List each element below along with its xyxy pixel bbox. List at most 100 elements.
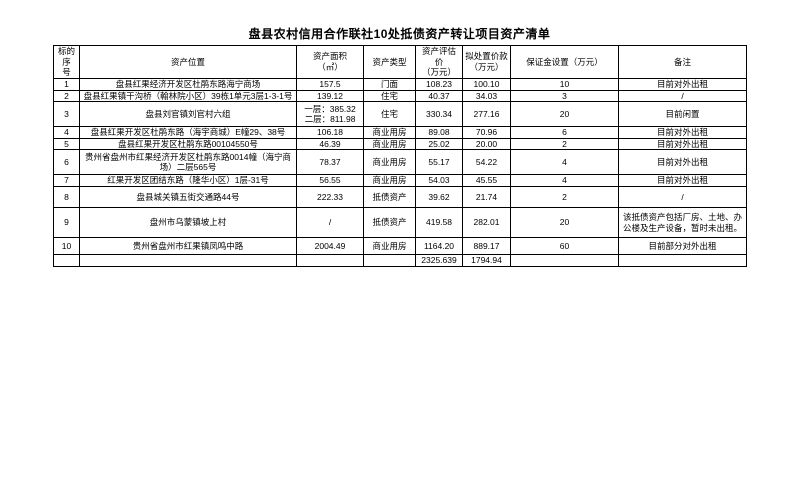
- table-cell: [363, 254, 416, 267]
- table-cell: [618, 254, 747, 267]
- table-cell: 20.00: [462, 137, 511, 151]
- column-header: 资产评估价 （万元）: [415, 45, 463, 79]
- table-cell: 抵债资产: [363, 207, 416, 238]
- table-cell: 4: [510, 174, 619, 187]
- table-cell: /: [296, 207, 364, 238]
- table-cell: 抵债资产: [363, 186, 416, 208]
- table-cell: 盘州市乌蒙镇坡上村: [79, 207, 297, 238]
- table-cell: 419.58: [415, 207, 463, 238]
- table-row: 9 盘州市乌蒙镇坡上村 / 抵债资产 419.58 282.01 20 该抵债资产包括厂房、土…: [53, 207, 747, 238]
- table-cell: 6: [53, 149, 80, 176]
- table-cell: 60: [510, 237, 619, 255]
- table-cell: 34.03: [462, 89, 511, 103]
- total-row: 2325.639 1794.94: [53, 254, 747, 267]
- table-cell: 一层：385.32 二层：811.98: [296, 101, 364, 128]
- table-cell: 222.33: [296, 186, 364, 208]
- column-header: 资产位置: [79, 45, 297, 79]
- table-cell: 45.55: [462, 174, 511, 187]
- table-row: 10 贵州省盘州市红果镇凤鸣中路 2004.49 商业用房 1164.20 889.17 6…: [53, 237, 747, 255]
- table-row: 标的序 号资产位置 资产面积 （㎡） 资产类型 资产评估价 （万元） 拟处置价款 （万元…: [53, 45, 747, 79]
- table-cell: 贵州省盘州市红果经济开发区杜鹃东路0014幢（海宁商场）二层565号: [79, 149, 297, 176]
- table-cell: 3: [510, 89, 619, 103]
- table-header-row: 标的序 号资产位置 资产面积 （㎡） 资产类型 资产评估价 （万元） 拟处置价款 （万元…: [53, 45, 747, 79]
- table-cell: 330.34: [415, 101, 463, 128]
- table-cell: 39.62: [415, 186, 463, 208]
- table-row: 6 贵州省盘州市红果经济开发区杜鹃东路0014幢（海宁商场）二层565号 78.37…: [53, 149, 747, 176]
- column-header: 标的序 号: [53, 45, 80, 79]
- column-header: 拟处置价款 （万元）: [462, 45, 511, 79]
- table-row: 8 盘县城关镇五街交通路44号 222.33 抵债资产 39.62 21.74 2/: [53, 186, 747, 208]
- table-cell: 盘县红果经济开发区杜鹃东路海宁商场: [79, 77, 297, 91]
- table-cell: 住宅: [363, 101, 416, 128]
- table-cell: 该抵债资产包括厂房、土地、办公楼及生产设备，暂时未出租。: [618, 207, 747, 238]
- table-cell: 10: [53, 237, 80, 255]
- table-cell: 7: [53, 174, 80, 187]
- table-cell: 商业用房: [363, 174, 416, 187]
- table-cell: 56.55: [296, 174, 364, 187]
- column-header: 资产类型: [363, 45, 416, 79]
- table-cell: 70.96: [462, 126, 511, 139]
- table-row: 7 红果开发区团结东路（隆华小区）1层-31号 56.55 商业用房 54.03 45.5…: [53, 174, 747, 187]
- table-row: 3 盘县刘官镇刘官村六组 一层：385.32 二层：811.98 住宅 330.34 27…: [53, 101, 747, 128]
- table-cell: 盘县城关镇五街交通路44号: [79, 186, 297, 208]
- column-header: 资产面积 （㎡）: [296, 45, 364, 79]
- table-cell: 商业用房: [363, 149, 416, 176]
- table-cell: 78.37: [296, 149, 364, 176]
- table-cell: 40.37: [415, 89, 463, 103]
- column-header: 保证金设置（万元）: [510, 45, 619, 79]
- table-cell: 2: [510, 137, 619, 151]
- table-cell: [53, 254, 80, 267]
- table-cell: 25.02: [415, 137, 463, 151]
- table-body: 1 盘县红果经济开发区杜鹃东路海宁商场 157.5 门面 108.23 100.10 10 目…: [53, 77, 747, 267]
- table-cell: 商业用房: [363, 137, 416, 151]
- table-cell: 2: [510, 186, 619, 208]
- document-sheet: 盘县农村信用合作联社10处抵债资产转让项目资产清单 标的序 号资产位置 资产面积 …: [53, 27, 747, 267]
- table-cell: 1: [53, 77, 80, 91]
- table-row: 5 盘县红果开发区杜鹃东路00104550号 46.39 商业用房 25.02 20.00…: [53, 137, 747, 151]
- table-cell: 1794.94: [462, 254, 511, 267]
- table-cell: 4: [53, 126, 80, 139]
- table-cell: 2325.639: [415, 254, 463, 267]
- table-cell: 6: [510, 126, 619, 139]
- table-cell: [296, 254, 364, 267]
- table-cell: 盘县红果开发区杜鹃东路00104550号: [79, 137, 297, 151]
- table-cell: 277.16: [462, 101, 511, 128]
- page-title: 盘县农村信用合作联社10处抵债资产转让项目资产清单: [248, 27, 551, 41]
- table-cell: 108.23: [415, 77, 463, 91]
- table-cell: /: [618, 89, 747, 103]
- table-cell: 目前部分对外出租: [618, 237, 747, 255]
- table-cell: 55.17: [415, 149, 463, 176]
- table-cell: 目前对外出租: [618, 126, 747, 139]
- table-cell: 目前对外出租: [618, 149, 747, 176]
- table-row: 1 盘县红果经济开发区杜鹃东路海宁商场 157.5 门面 108.23 100.10 10 目…: [53, 77, 747, 91]
- table-cell: 46.39: [296, 137, 364, 151]
- table-cell: 红果开发区团结东路（隆华小区）1层-31号: [79, 174, 297, 187]
- table-cell: 4: [510, 149, 619, 176]
- table-cell: 889.17: [462, 237, 511, 255]
- table-cell: 盘县刘官镇刘官村六组: [79, 101, 297, 128]
- table-cell: 54.03: [415, 174, 463, 187]
- table-cell: 目前对外出租: [618, 174, 747, 187]
- column-header: 备注: [618, 45, 747, 79]
- table-cell: 157.5: [296, 77, 364, 91]
- table-cell: 5: [53, 137, 80, 151]
- table-cell: 282.01: [462, 207, 511, 238]
- table-cell: 住宅: [363, 89, 416, 103]
- table-cell: [510, 254, 619, 267]
- asset-table: 标的序 号资产位置 资产面积 （㎡） 资产类型 资产评估价 （万元） 拟处置价款 （万元…: [53, 45, 747, 267]
- table-row: 4 盘县红果开发区杜鹃东路（海宇商城）E幢29、38号 106.18 商业用房 89.0…: [53, 126, 747, 139]
- table-cell: 20: [510, 101, 619, 128]
- table-cell: 9: [53, 207, 80, 238]
- table-cell: 3: [53, 101, 80, 128]
- table-cell: 89.08: [415, 126, 463, 139]
- table-cell: 盘县红果镇干沟桥（翰林院小区）39栋1单元3层1-3-1号: [79, 89, 297, 103]
- table-cell: 20: [510, 207, 619, 238]
- table-cell: 1164.20: [415, 237, 463, 255]
- table-cell: 139.12: [296, 89, 364, 103]
- table-cell: 目前闲置: [618, 101, 747, 128]
- table-cell: 2: [53, 89, 80, 103]
- table-cell: 目前对外出租: [618, 137, 747, 151]
- table-cell: 100.10: [462, 77, 511, 91]
- table-row: 2 盘县红果镇干沟桥（翰林院小区）39栋1单元3层1-3-1号 139.12 住宅 40…: [53, 89, 747, 103]
- table-cell: 10: [510, 77, 619, 91]
